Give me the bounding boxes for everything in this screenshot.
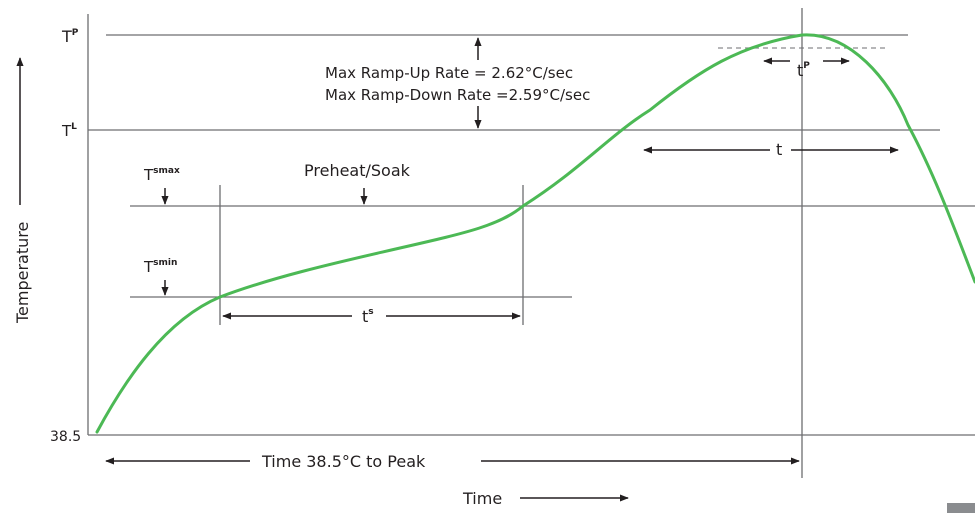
- corner-decoration: [947, 503, 975, 513]
- preheat-label: Preheat/Soak: [304, 161, 411, 180]
- ramp-down-label: Max Ramp-Down Rate =2.59°C/sec: [325, 86, 590, 104]
- tp-time-label: tP: [797, 61, 810, 80]
- y-min-label: 38.5: [50, 429, 81, 445]
- ramp-up-label: Max Ramp-Up Rate = 2.62°C/sec: [325, 64, 573, 82]
- tl-time-label: t: [776, 140, 782, 159]
- x-axis-label: Time: [462, 489, 502, 508]
- tsmin-label: Tsmin: [143, 258, 177, 276]
- ts-label: ts: [362, 307, 374, 326]
- y-axis-label: Temperature: [13, 222, 32, 324]
- time-to-peak-label: Time 38.5°C to Peak: [261, 452, 426, 471]
- tsmax-label: Tsmax: [143, 166, 180, 184]
- temperature-profile-curve: [95, 33, 975, 434]
- tp-label: TP: [61, 27, 79, 46]
- tl-label: TL: [61, 122, 77, 140]
